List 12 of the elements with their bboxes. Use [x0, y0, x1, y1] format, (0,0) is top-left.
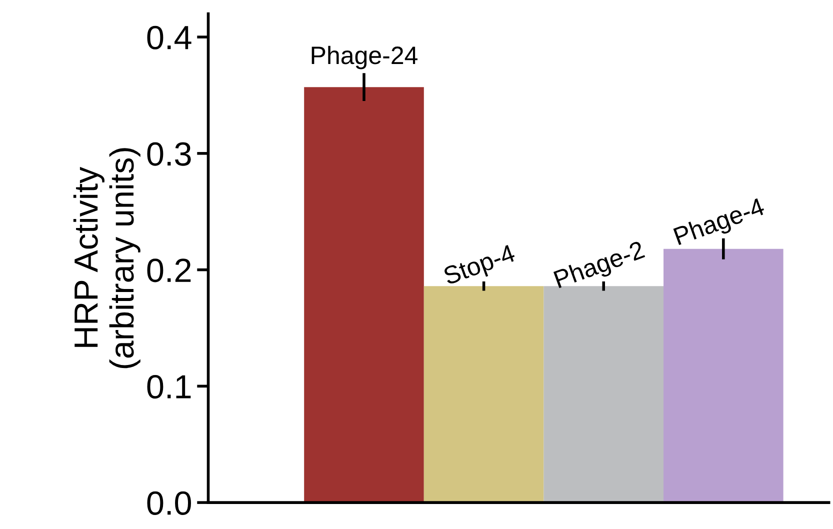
y-tick-label: 0.1: [147, 374, 191, 399]
y-axis-title: HRP Activity (arbitrary units): [73, 148, 140, 368]
bar: [544, 286, 664, 503]
y-tick-label: 0.3: [147, 142, 191, 166]
y-tick-label: 0.2: [147, 258, 191, 282]
y-tick-label: 0.0: [147, 491, 191, 515]
bar: [664, 248, 784, 503]
bar: [304, 87, 424, 503]
bar: [424, 286, 544, 503]
y-tick-label: 0.4: [147, 26, 192, 50]
x-tick-label: Stop-4: [442, 244, 518, 290]
x-tick-label: Phage-24: [312, 46, 418, 70]
